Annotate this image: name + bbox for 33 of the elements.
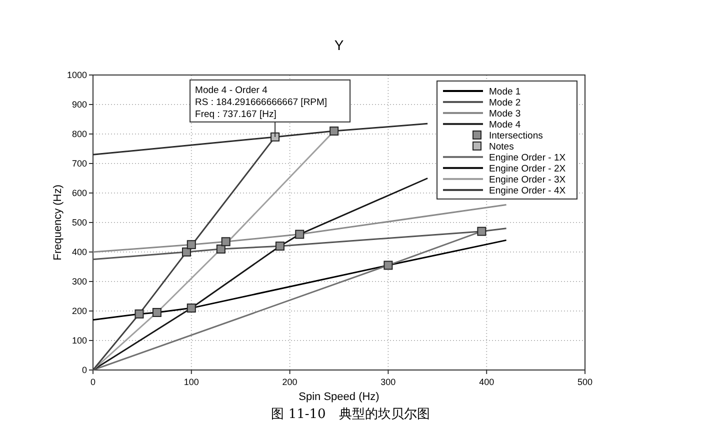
legend-label: Engine Order - 2X <box>489 164 566 174</box>
y-tick-label: 900 <box>72 100 87 110</box>
legend-label: Mode 4 <box>489 120 521 130</box>
chart-title: Y <box>334 37 344 53</box>
legend-label: Engine Order - 3X <box>489 174 566 186</box>
legend-label: Mode 2 <box>489 98 521 108</box>
y-tick-label: 500 <box>72 218 87 228</box>
annotation: Mode 4 - Order 4 RS : 184.291666666667 [RPM] Freq : 737.167 [Hz] <box>190 79 351 138</box>
y-tick-label: 1000 <box>66 70 87 80</box>
y-tick-label: 0 <box>82 365 87 375</box>
y-tick-label: 400 <box>72 247 87 257</box>
legend-label: Mode 1 <box>489 86 521 98</box>
annotation: Mode 4 - Order 4 RS : 184.291666666667 [RPM] Freq : 737.167 [Hz] <box>195 84 328 120</box>
y-tick-label: 800 <box>72 129 87 139</box>
y-tick-label: 700 <box>72 158 87 168</box>
y-tick-label: 300 <box>72 276 87 286</box>
legend-label: Notes <box>489 142 514 152</box>
caption: 图 11-10 典型的坎贝尔图 <box>271 407 430 422</box>
legend-label: Intersections <box>489 130 543 142</box>
y-axis-title: Frequency (Hz) <box>52 184 64 260</box>
legend-label: Engine Order - 1X <box>489 152 566 164</box>
x-tick-label: 400 <box>479 377 494 387</box>
legend-label: Engine Order - 4X <box>489 186 566 196</box>
y-tick-label: 200 <box>72 306 87 316</box>
x-tick-label: 500 <box>577 377 593 387</box>
x-tick-label: 200 <box>282 377 298 387</box>
y-tick-label: 100 <box>72 336 87 346</box>
y-tick-label: 600 <box>72 188 87 198</box>
x-tick-label: 100 <box>184 377 199 387</box>
legend-label: Mode 3 <box>489 108 521 120</box>
x-tick-label: 0 <box>90 377 96 387</box>
x-tick-label: 300 <box>380 377 396 387</box>
x-axis-title: Spin Speed (Hz) <box>298 391 380 403</box>
